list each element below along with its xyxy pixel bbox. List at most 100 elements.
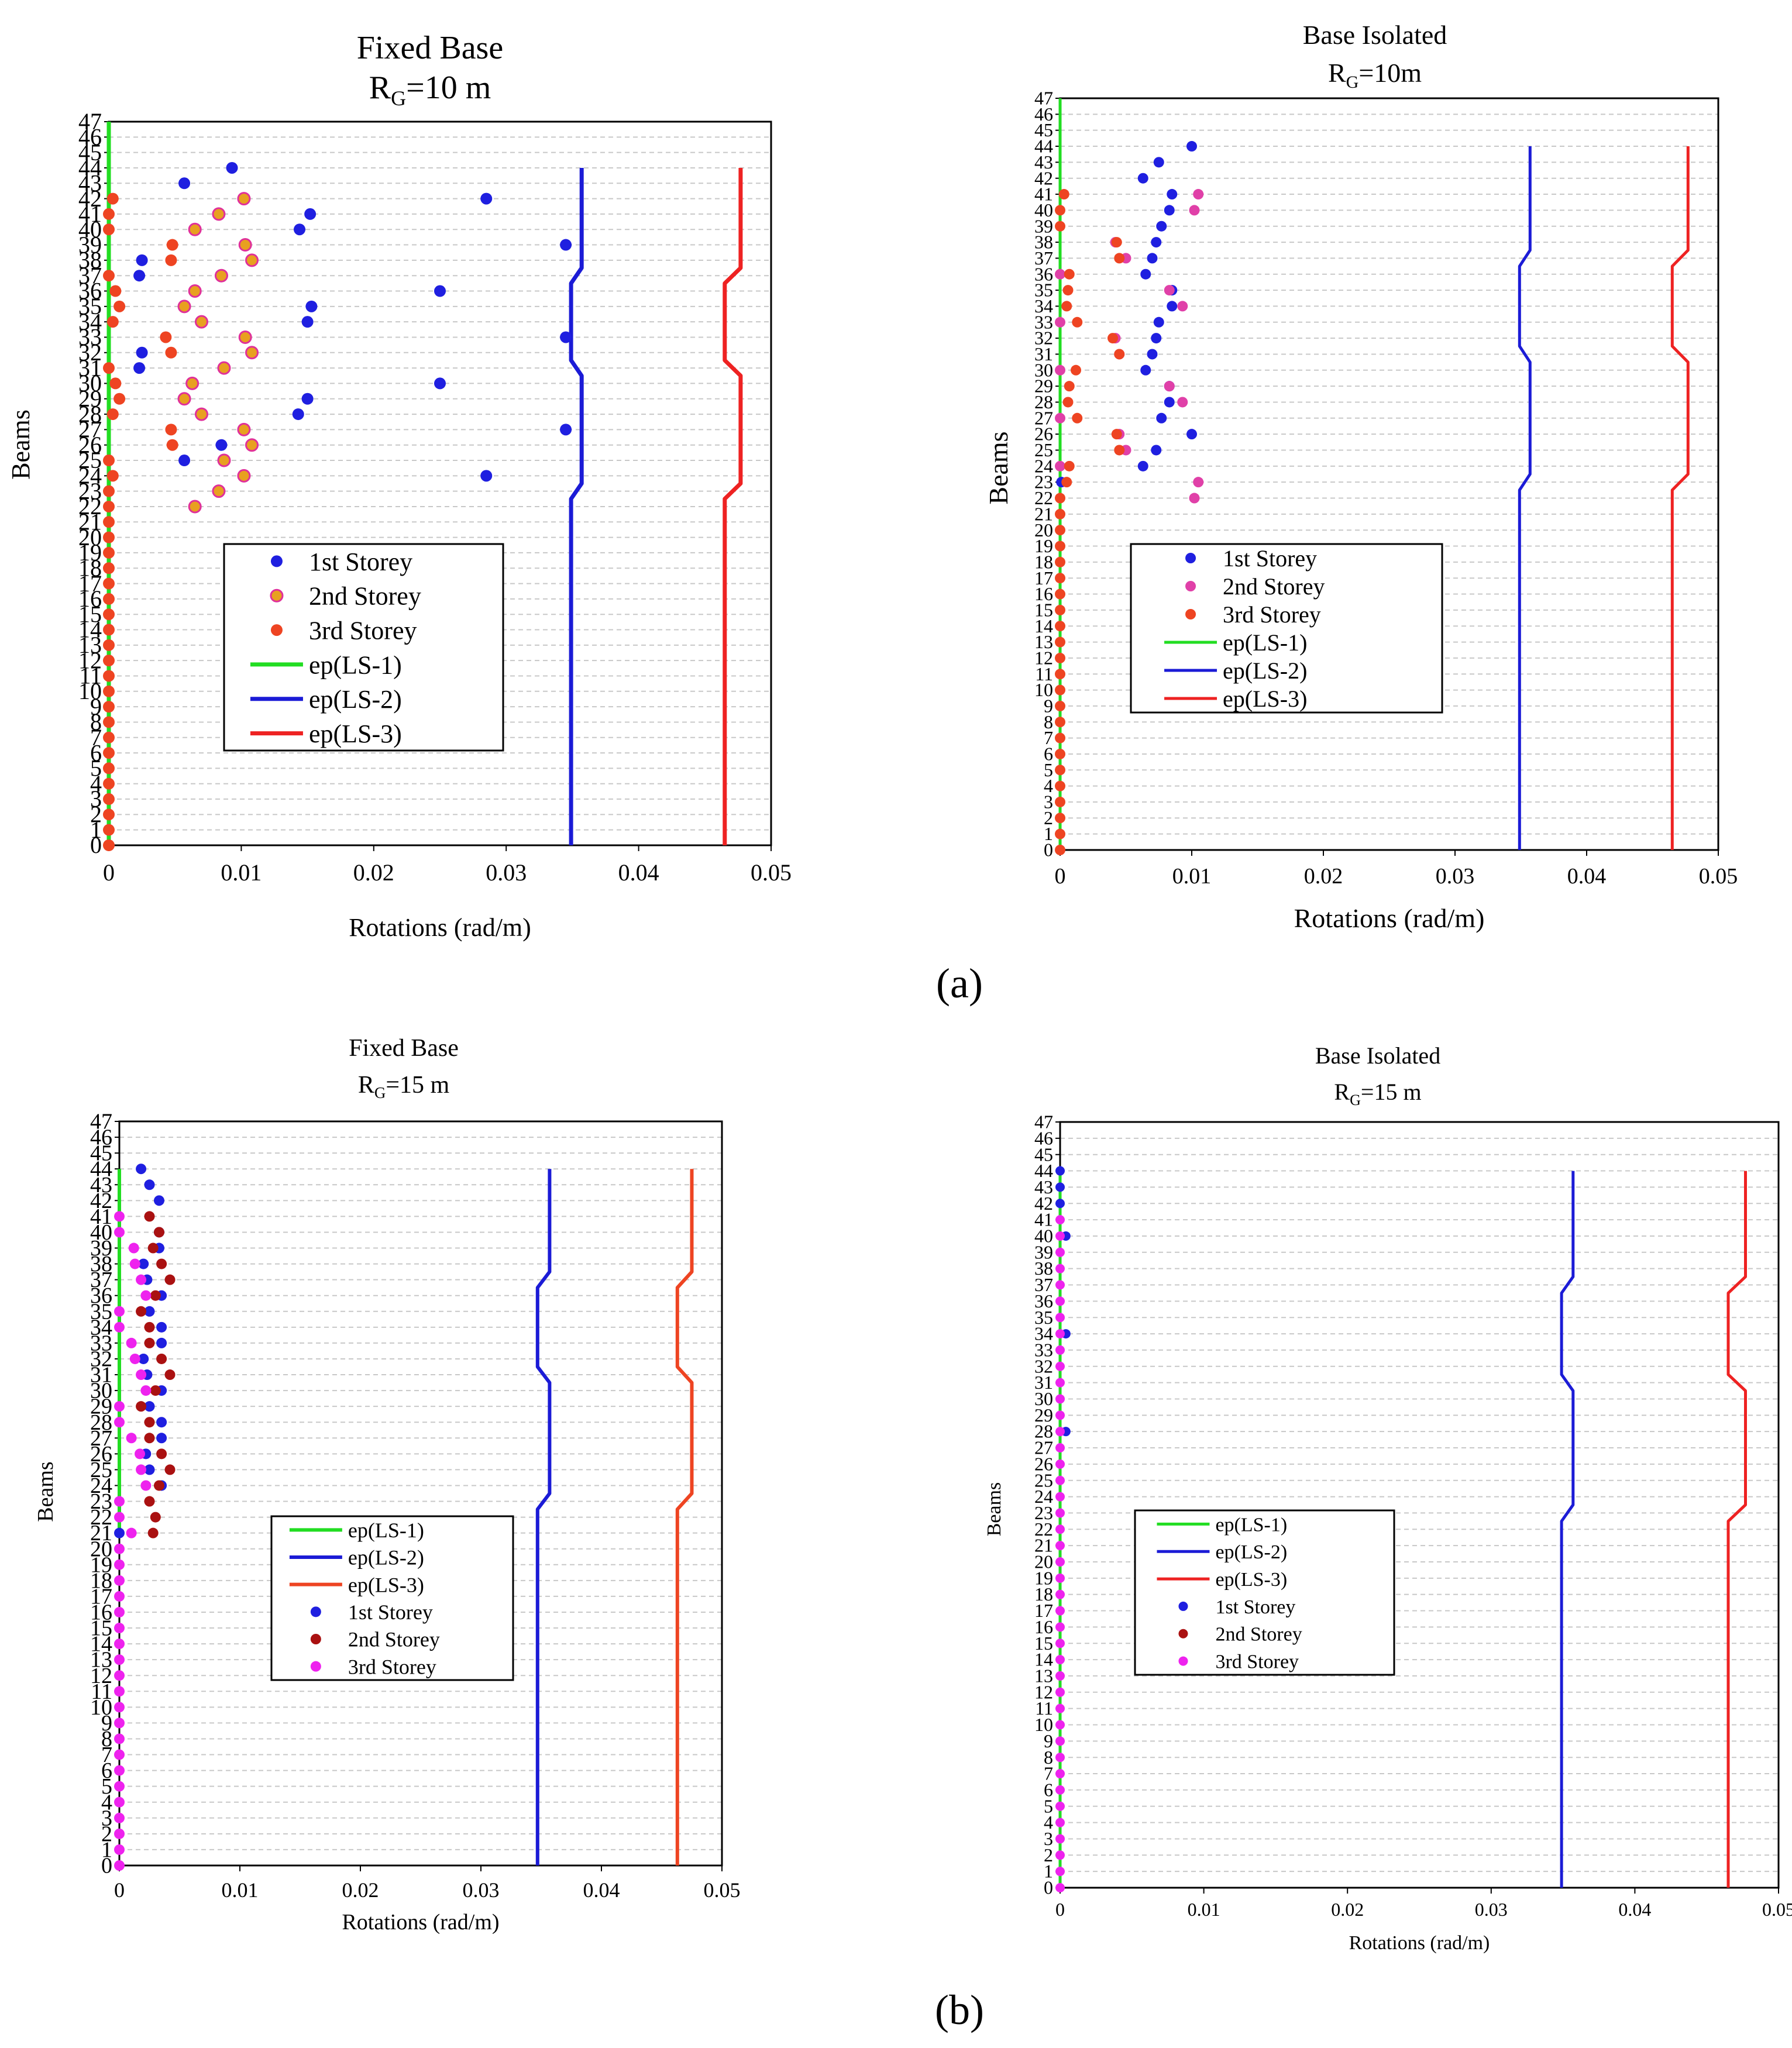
point-3rd-storey <box>114 1717 125 1729</box>
point-1st-storey <box>1153 157 1164 168</box>
y-tick-label: 46 <box>78 124 102 150</box>
point-3rd-storey <box>103 639 115 651</box>
y-tick-label: 44 <box>1034 1160 1053 1181</box>
point-1st-storey <box>136 1164 147 1175</box>
chart-subtitle: RG=15 m <box>1334 1079 1421 1109</box>
chart-title: Base Isolated <box>1315 1042 1440 1069</box>
y-tick-label: 6 <box>90 739 102 766</box>
point-1st-storey <box>434 285 446 297</box>
point-1st-storey <box>1167 189 1178 200</box>
point-3rd-storey <box>1062 285 1074 296</box>
point-2nd-storey <box>156 1258 167 1269</box>
point-1st-storey <box>480 470 493 482</box>
point-3rd-storey <box>1055 1736 1065 1746</box>
y-tick-label: 43 <box>1034 152 1053 173</box>
point-3rd-storey <box>1055 1801 1065 1811</box>
chart-subtitle: RG=10m <box>1328 58 1422 92</box>
point-1st-storey <box>215 439 228 451</box>
point-3rd-storey <box>1055 1818 1065 1827</box>
subtitle-subscript: G <box>374 1084 386 1102</box>
point-2nd-storey <box>1193 477 1204 488</box>
point-3rd-storey <box>114 1575 125 1586</box>
point-1st-storey <box>1137 460 1148 471</box>
point-2nd-storey <box>144 1433 155 1444</box>
point-3rd-storey <box>114 1211 125 1222</box>
point-3rd-storey <box>114 1844 125 1855</box>
point-2nd-storey <box>1055 364 1065 376</box>
y-tick-label: 36 <box>1034 263 1053 284</box>
point-3rd-storey <box>140 1290 152 1301</box>
y-tick-label: 26 <box>1034 424 1053 445</box>
subtitle-value: =15 m <box>1361 1079 1422 1105</box>
y-tick-label: 6 <box>1044 1779 1053 1800</box>
point-3rd-storey <box>1055 205 1065 216</box>
point-2nd-storey <box>217 453 231 467</box>
y-tick-label: 18 <box>90 1568 112 1593</box>
legend-marker-1st-storey <box>1178 1601 1188 1611</box>
x-tick-label: 0.04 <box>583 1878 620 1902</box>
y-tick-label: 5 <box>90 755 102 782</box>
point-3rd-storey <box>1055 796 1065 807</box>
y-tick-label: 20 <box>78 524 102 550</box>
y-tick-label: 27 <box>78 417 102 443</box>
y-tick-label: 4 <box>1044 1812 1053 1833</box>
y-tick-label: 8 <box>101 1727 112 1751</box>
point-3rd-storey <box>165 346 177 359</box>
point-2nd-storey <box>217 361 231 375</box>
legend-label: ep(LS-1) <box>1215 1514 1287 1536</box>
point-3rd-storey <box>1055 1410 1065 1420</box>
point-1st-storey <box>136 346 148 359</box>
y-tick-label: 2 <box>1044 807 1053 828</box>
point-1st-storey <box>560 424 572 436</box>
point-1st-storey <box>156 1321 167 1333</box>
x-tick-label: 0.04 <box>618 859 659 886</box>
y-tick-label: 34 <box>90 1315 112 1340</box>
y-tick-label: 15 <box>90 1616 112 1641</box>
y-tick-label: 18 <box>78 555 102 581</box>
point-3rd-storey <box>103 701 115 713</box>
x-tick-label: 0.03 <box>1475 1899 1508 1920</box>
series-line-ep-ls-2 <box>569 168 584 845</box>
point-3rd-storey <box>1055 748 1065 759</box>
point-3rd-storey <box>1055 717 1065 728</box>
y-tick-label: 44 <box>90 1157 112 1182</box>
point-2nd-storey <box>144 1496 155 1507</box>
point-3rd-storey <box>106 408 119 421</box>
x-tick-label: 0 <box>1055 1899 1065 1920</box>
legend-marker-1st-storey <box>1185 553 1196 563</box>
x-tick-label: 0.03 <box>486 859 527 886</box>
y-tick-label: 9 <box>90 693 102 720</box>
point-1st-storey <box>294 223 306 236</box>
y-tick-label: 41 <box>1034 1209 1053 1230</box>
y-tick-label: 35 <box>78 293 102 319</box>
y-tick-label: 1 <box>101 1837 112 1862</box>
y-tick-label: 14 <box>1034 615 1053 636</box>
figure-label-a: (a) <box>936 960 983 1007</box>
point-3rd-storey <box>103 593 115 605</box>
point-1st-storey <box>133 270 146 282</box>
point-3rd-storey <box>1055 1834 1065 1844</box>
point-1st-storey <box>434 377 446 390</box>
point-3rd-storey <box>1055 1296 1065 1306</box>
y-tick-label: 17 <box>1034 567 1053 588</box>
point-2nd-storey <box>245 253 259 267</box>
point-2nd-storey <box>188 500 202 514</box>
y-tick-label: 47 <box>90 1110 112 1134</box>
point-1st-storey <box>1055 1199 1065 1209</box>
point-3rd-storey <box>1114 253 1125 264</box>
point-3rd-storey <box>113 300 126 312</box>
point-1st-storey <box>138 1258 149 1269</box>
y-tick-label: 19 <box>90 1553 112 1577</box>
y-tick-label: 45 <box>90 1141 112 1166</box>
y-tick-label: 5 <box>1044 1795 1053 1816</box>
y-tick-label: 43 <box>1034 1176 1053 1197</box>
y-tick-label: 3 <box>90 786 102 812</box>
y-tick-label: 33 <box>78 324 102 350</box>
y-tick-label: 29 <box>1034 376 1053 397</box>
y-tick-label: 36 <box>78 278 102 304</box>
y-tick-label: 22 <box>1034 1519 1053 1540</box>
point-3rd-storey <box>1061 301 1072 312</box>
point-3rd-storey <box>165 254 177 266</box>
